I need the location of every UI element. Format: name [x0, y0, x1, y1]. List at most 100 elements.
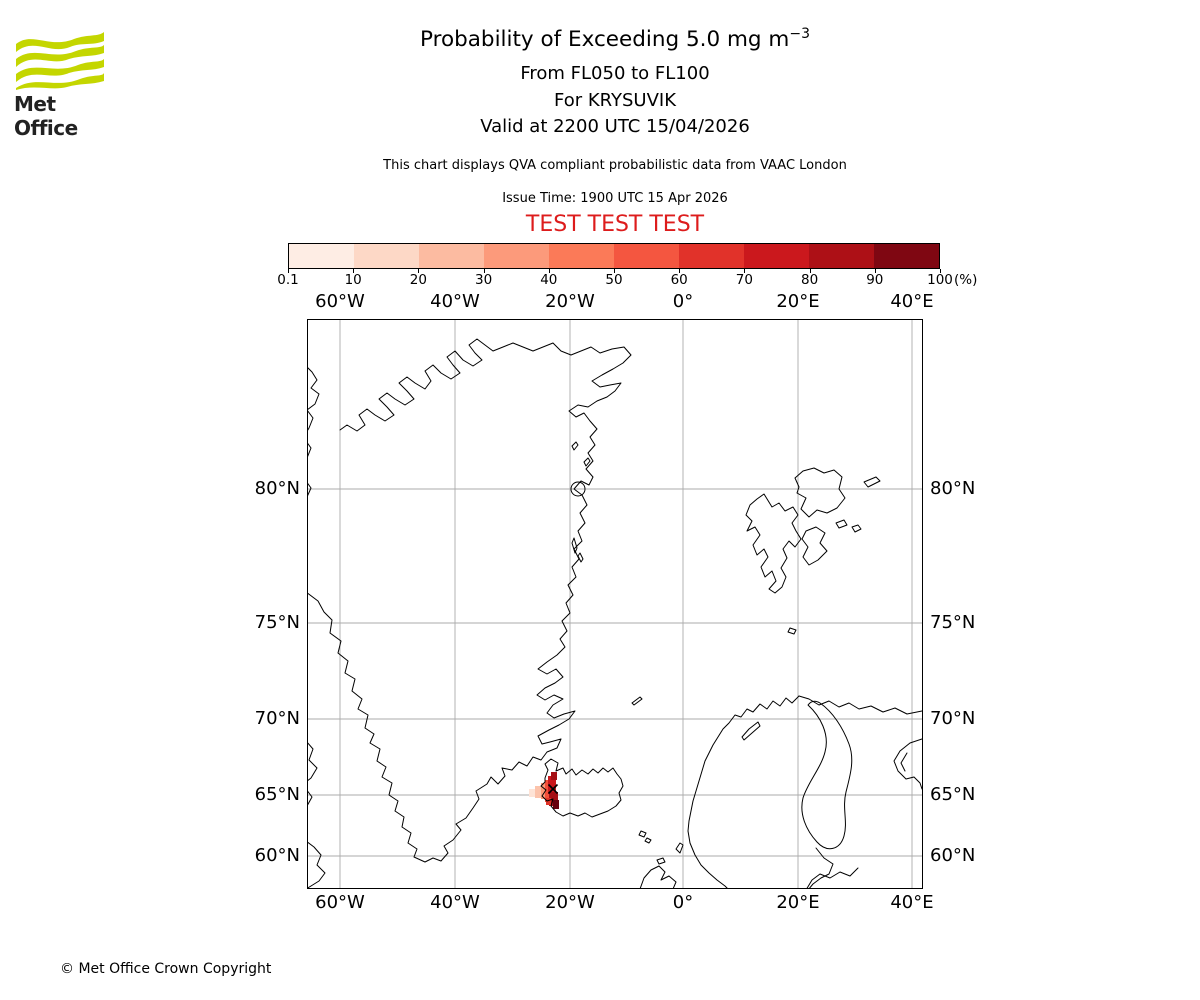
- latitude-label-left: 75°N: [254, 612, 300, 633]
- colorbar-tick-label: 70: [735, 272, 753, 288]
- coastline-ellesmere-2: [307, 442, 311, 457]
- coastline-baffin-2: [307, 790, 312, 805]
- probability-cell: [550, 771, 557, 780]
- colorbar-tick-label: 90: [866, 272, 884, 288]
- coastline-ellesmere: [307, 366, 319, 431]
- coastlines: [307, 338, 922, 888]
- colorbar-tick: [614, 269, 615, 273]
- longitude-label-bottom: 20°E: [776, 892, 820, 913]
- longitude-labels-top: 60°W 40°W 20°W 0° 20°E 40°E: [0, 291, 1200, 313]
- coastline-kola: [798, 695, 922, 714]
- logo-waves-icon: [16, 32, 104, 90]
- probability-cell: [552, 799, 559, 809]
- chart-title: Probability of Exceeding 5.0 mg m−3: [419, 26, 810, 53]
- colorbar-tick: [548, 269, 550, 273]
- issue-time: Issue Time: 1900 UTC 15 Apr 2026: [502, 191, 728, 206]
- longitude-label-top: 20°W: [545, 291, 595, 312]
- coastline-gulf-of-finland: [806, 867, 858, 888]
- colorbar-tick: [483, 269, 485, 273]
- longitude-label-bottom: 20°W: [545, 892, 595, 913]
- longitude-labels-bottom: 60°W 40°W 20°W 0° 20°E 40°E: [0, 892, 1200, 914]
- longitude-label-bottom: 40°W: [430, 892, 480, 913]
- coastline-norway: [687, 695, 799, 888]
- longitude-label-top: 20°E: [776, 291, 820, 312]
- met-office-logo: Met Office: [14, 28, 114, 140]
- coastline-scotland: [639, 865, 676, 888]
- colorbar-unit-label: (%): [954, 272, 978, 288]
- colorbar-tick-label: 20: [409, 272, 427, 288]
- colorbar-segment: [289, 244, 354, 268]
- colorbar-tick-label: 80: [801, 272, 819, 288]
- volcano-x-line: [547, 783, 558, 794]
- colorbar-track: [288, 243, 940, 269]
- coastline-shetland: [675, 842, 683, 853]
- coastline-lofoten: [741, 721, 760, 740]
- coastline-faroe: [638, 830, 651, 843]
- longitude-label-top: 40°W: [430, 291, 480, 312]
- map-canvas: [307, 319, 922, 888]
- map-panel: [306, 318, 923, 889]
- colorbar-tick-label: 40: [540, 272, 558, 288]
- longitude-label-top: 40°E: [890, 291, 934, 312]
- latitude-label-left: 65°N: [254, 784, 300, 805]
- coastline-bear-island: [787, 627, 796, 634]
- longitude-label-bottom: 0°: [672, 892, 694, 913]
- met-office-wordmark: Met Office: [14, 92, 78, 140]
- latitude-label-left: 80°N: [254, 478, 300, 499]
- colorbar-tick: [940, 269, 941, 273]
- subtitle-flight-levels: From FL050 to FL100: [520, 63, 710, 84]
- coastline-edgeoya: [801, 526, 827, 565]
- latitude-label-right: 65°N: [930, 784, 976, 805]
- colorbar-tick-label: 60: [670, 272, 688, 288]
- test-banner: TEST TEST TEST: [525, 212, 705, 237]
- colorbar-tick-label: 100: [927, 272, 953, 288]
- coastline-gulf-of-bothnia: [800, 700, 852, 849]
- qva-info-line: This chart displays QVA compliant probab…: [383, 158, 847, 173]
- colorbar-tick: [744, 269, 746, 273]
- coastline-orkney: [656, 857, 665, 864]
- latitude-label-left: 60°N: [254, 845, 300, 866]
- title-exponent: −3: [789, 26, 810, 42]
- colorbar-tick: [809, 269, 811, 273]
- coastline-baltic: [808, 847, 833, 888]
- probability-cell: [540, 782, 548, 799]
- longitude-label-bottom: 60°W: [315, 892, 365, 913]
- colorbar-segment: [549, 244, 614, 268]
- colorbar-tick-label: 10: [344, 272, 362, 288]
- probability-cell: [528, 788, 537, 797]
- colorbar-tick: [679, 269, 681, 273]
- colorbar-segment: [354, 244, 419, 268]
- colorbar-tick-label: 0.1: [277, 272, 299, 288]
- colorbar-segment: [679, 244, 744, 268]
- latitude-label-right: 75°N: [930, 612, 976, 633]
- coastline-white-sea-inner: [900, 752, 907, 771]
- colorbar-segment: [874, 244, 939, 268]
- graticule: [307, 319, 922, 888]
- coastline-iceland: [540, 758, 623, 817]
- colorbar-segment: [484, 244, 549, 268]
- longitude-label-top: 0°: [672, 291, 694, 312]
- colorbar-segment: [744, 244, 809, 268]
- longitude-label-bottom: 40°E: [890, 892, 934, 913]
- colorbar-tick-label: 30: [475, 272, 493, 288]
- coastline-greenland-islet-ring: [570, 481, 585, 496]
- colorbar-tick: [418, 269, 420, 273]
- colorbar-tick: [353, 269, 355, 273]
- subtitle-valid-time: Valid at 2200 UTC 15/04/2026: [480, 116, 750, 137]
- coastline-baffin-3: [307, 841, 325, 888]
- colorbar-tick: [874, 269, 876, 273]
- probability-cell: [547, 775, 556, 794]
- subtitle-volcano: For KRYSUVIK: [553, 90, 677, 111]
- copyright-note: © Met Office Crown Copyright: [60, 961, 272, 977]
- coastline-kvitoya: [863, 476, 880, 487]
- coastline-greenland: [307, 338, 631, 862]
- colorbar-segment: [809, 244, 874, 268]
- colorbar-segment: [614, 244, 679, 268]
- volcano-marker: [547, 783, 558, 794]
- latitude-label-right: 70°N: [930, 708, 976, 729]
- latitude-label-right: 60°N: [930, 845, 976, 866]
- probability-colorbar: (%) 0.1 10 20 30 40 50 60 70 80 90 100: [277, 243, 977, 288]
- coastline-ellesmere-3: [307, 482, 311, 496]
- coastline-spitsbergen: [745, 493, 801, 593]
- colorbar-tick: [288, 269, 289, 273]
